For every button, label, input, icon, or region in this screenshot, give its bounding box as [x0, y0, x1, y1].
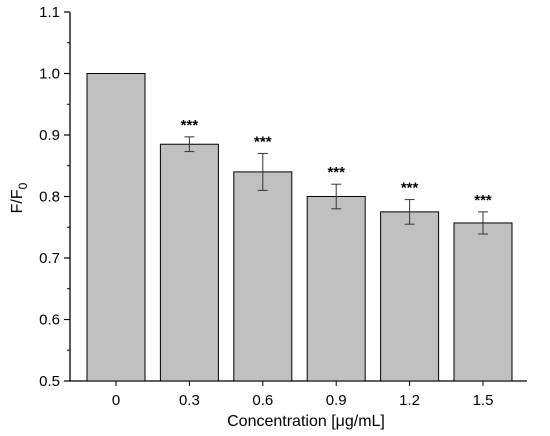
bar: [233, 171, 293, 382]
y-tick-label: 0.5: [39, 373, 60, 390]
y-tick-label: 1.1: [39, 4, 60, 21]
x-tick-label: 1.5: [473, 392, 494, 409]
error-bars: [184, 136, 488, 235]
significance-label: ***: [181, 117, 199, 134]
bar: [453, 222, 513, 382]
bar: [380, 211, 440, 382]
y-tick-label: 0.8: [39, 189, 60, 206]
x-tick-label: 0: [112, 392, 120, 409]
x-axis-title: Concentration [μg/mL]: [227, 413, 385, 430]
significance-annotations: *** *** *** *** ***: [181, 117, 492, 209]
x-tick-label: 0.9: [326, 392, 347, 409]
significance-label: ***: [474, 192, 492, 209]
bar: [159, 143, 219, 382]
x-tick-label: 1.2: [399, 392, 420, 409]
bar: [86, 73, 146, 382]
x-axis: 0 0.3 0.6 0.9 1.2 1.5: [112, 381, 494, 409]
y-tick-label: 0.7: [39, 250, 60, 267]
y-tick-label: 0.6: [39, 312, 60, 329]
bar: [306, 196, 366, 382]
significance-label: ***: [401, 180, 419, 197]
bars: [86, 73, 513, 382]
x-tick-label: 0.3: [179, 392, 200, 409]
significance-label: ***: [327, 164, 345, 181]
y-tick-label: 1.0: [39, 66, 60, 83]
y-axis-title: F/F0: [9, 182, 30, 213]
x-tick-label: 0.6: [252, 392, 273, 409]
significance-label: ***: [254, 133, 272, 150]
y-axis: 0.5 0.6 0.7 0.8 0.9 1.0 1.1: [39, 4, 70, 390]
y-tick-label: 0.9: [39, 127, 60, 144]
